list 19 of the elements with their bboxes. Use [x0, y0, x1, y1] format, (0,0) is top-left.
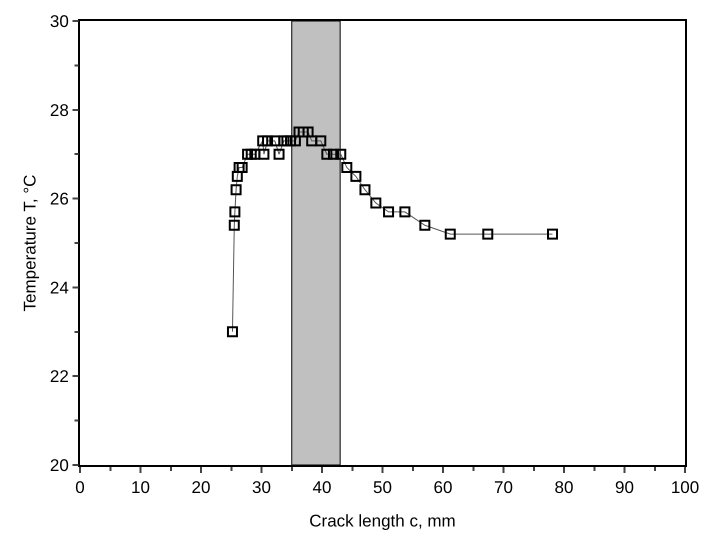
y-tick-label: 30 — [50, 12, 69, 31]
x-tick-label: 40 — [312, 478, 332, 498]
y-axis-title: Temperature T, °C — [20, 174, 40, 312]
x-tick-label: 100 — [670, 478, 700, 498]
y-tick-label: 28 — [50, 100, 69, 120]
x-tick-label: 80 — [554, 478, 574, 498]
x-axis-title: Crack length c, mm — [309, 512, 456, 530]
x-tick-label: 20 — [192, 478, 210, 498]
x-tick-label: 90 — [615, 478, 634, 498]
x-tick-label: 0 — [75, 478, 85, 498]
y-tick-label: 24 — [50, 278, 69, 298]
x-tick-label: 50 — [373, 478, 392, 498]
y-tick-label: 22 — [50, 367, 69, 386]
y-tick-label: 26 — [50, 190, 69, 209]
y-tick-label: 20 — [50, 456, 69, 475]
x-tick-label: 10 — [131, 478, 150, 498]
x-tick-label: 30 — [252, 478, 271, 498]
x-tick-label: 60 — [434, 478, 452, 498]
x-tick-label: 70 — [494, 478, 513, 498]
